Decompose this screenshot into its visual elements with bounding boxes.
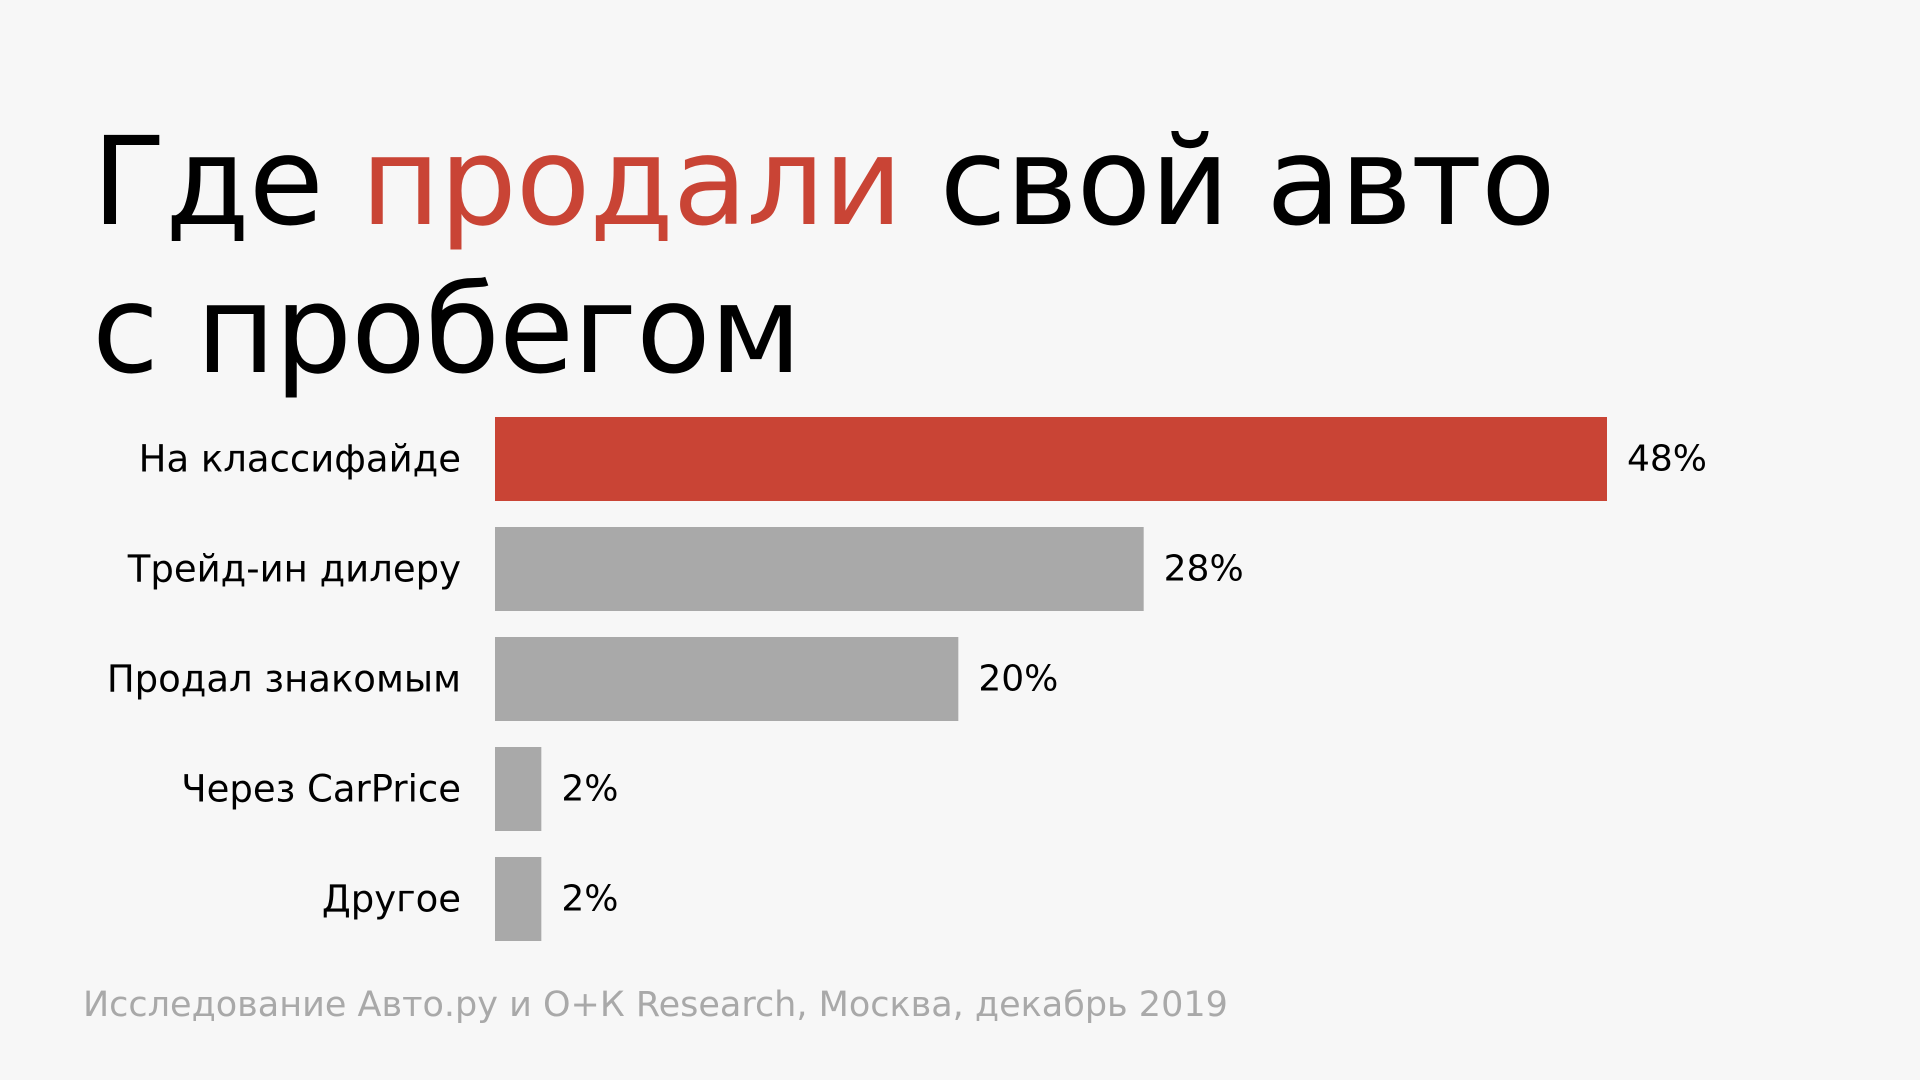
- bar-1: [495, 417, 1607, 501]
- category-label: Трейд-ин дилеру: [127, 548, 461, 591]
- category-label: На классифайде: [139, 438, 461, 481]
- source-note: Исследование Авто.ру и О+К Research, Мос…: [83, 985, 1228, 1025]
- bar-3: [495, 637, 959, 721]
- bar-2: [495, 527, 1144, 611]
- title-highlight: продали: [360, 111, 903, 253]
- category-label: Продал знакомым: [107, 658, 461, 701]
- title-line-2: с пробегом: [92, 259, 802, 401]
- value-label: 2%: [561, 769, 618, 810]
- bar-5: [495, 857, 542, 941]
- category-label: Другое: [322, 878, 461, 921]
- bar-chart: На классифайде 48% Трейд-ин дилеру 28% Прода…: [107, 417, 1707, 941]
- title-part-2: свой авто: [901, 111, 1556, 253]
- bar-4: [495, 747, 542, 831]
- category-label: Через CarPrice: [181, 768, 461, 811]
- title-part-1: Где: [92, 111, 361, 253]
- chart-title: Где продали свой авто с пробегом: [92, 108, 1792, 404]
- value-label: 28%: [1164, 549, 1244, 590]
- value-label: 20%: [978, 659, 1058, 700]
- value-label: 2%: [561, 879, 618, 920]
- value-label: 48%: [1627, 439, 1707, 480]
